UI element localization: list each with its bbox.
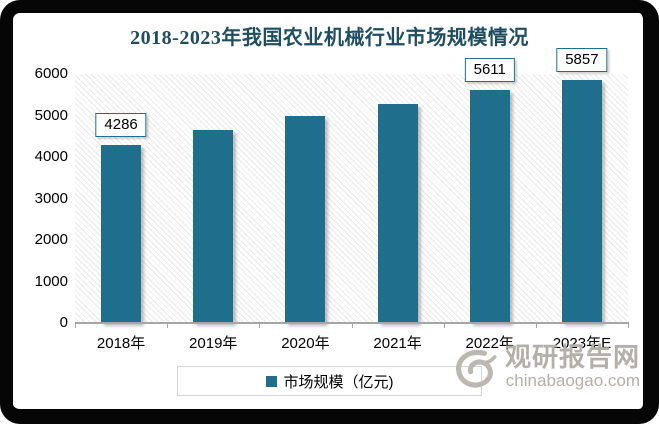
bar-2021年 [377, 104, 418, 323]
bar-2022年 [469, 90, 510, 323]
y-axis-tick-label: 5000 [34, 106, 68, 124]
x-axis-label-2020年: 2020年 [281, 335, 330, 352]
x-axis-label-2023年E: 2023年E [552, 335, 612, 352]
bar-2019年 [193, 129, 234, 323]
data-label-2023年E: 5857 [556, 47, 608, 72]
chart-title: 2018-2023年我国农业机械行业市场规模情况 [130, 27, 529, 49]
plot-area [75, 74, 628, 323]
legend-marker-square [265, 375, 277, 387]
legend-label: 市场规模（亿元) [283, 373, 394, 391]
x-axis-label-2019年: 2019年 [189, 335, 238, 352]
x-axis-line [75, 322, 629, 324]
x-axis-tick [75, 324, 76, 328]
bar-2023年E [561, 79, 602, 323]
bar-2020年 [285, 116, 326, 323]
x-axis-tick [167, 324, 169, 328]
bar-2018年 [101, 145, 142, 323]
x-axis-tick [628, 324, 629, 328]
watermark-site-url: chinabaogao.com [505, 371, 641, 390]
x-axis-tick [535, 324, 537, 328]
x-axis-label-2022年: 2022年 [465, 335, 514, 352]
x-axis-tick [351, 324, 353, 328]
y-axis-tick-label: 6000 [34, 65, 68, 82]
legend: 市场规模（亿元) [177, 366, 482, 396]
y-axis-tick-label: 2000 [34, 231, 68, 248]
y-axis-tick-label: 4000 [34, 148, 68, 165]
y-axis-tick-label: 3000 [34, 189, 68, 207]
y-axis-tick-label: 0 [59, 314, 68, 331]
y-axis-tick-label: 1000 [34, 272, 68, 290]
x-axis-label-2018年: 2018年 [96, 335, 146, 352]
x-axis-tick [443, 324, 445, 328]
data-label-2018年: 4286 [95, 113, 147, 138]
x-axis-tick [259, 324, 261, 328]
x-axis-label-2021年: 2021年 [373, 335, 422, 352]
data-label-2022年: 5611 [464, 58, 515, 83]
